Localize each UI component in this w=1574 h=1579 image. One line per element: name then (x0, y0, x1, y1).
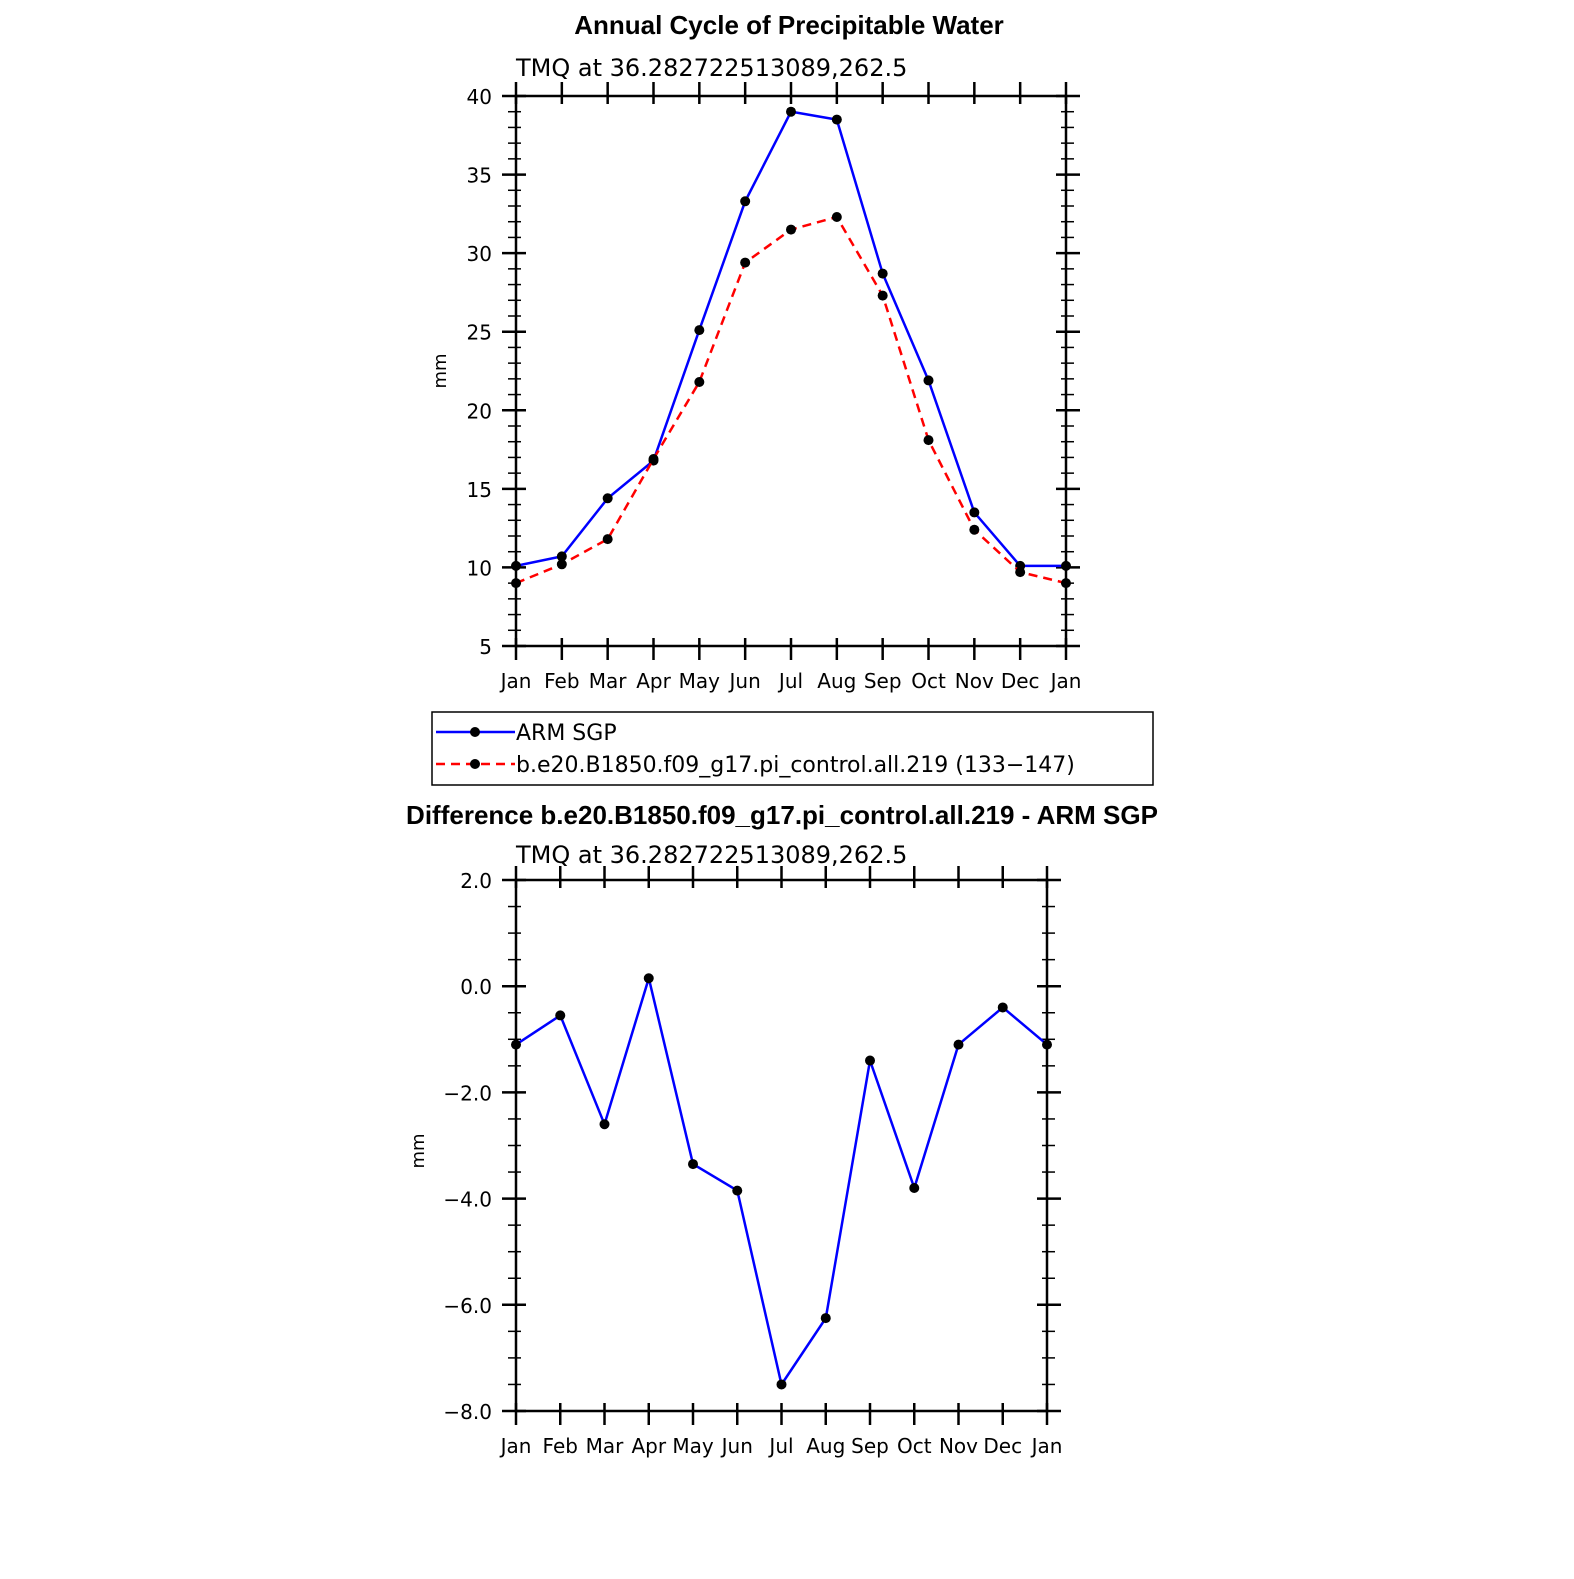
chart1-series-0-point (776, 1379, 787, 1390)
bottom-y-axis-label: mm (408, 1133, 429, 1168)
top-y-axis-label: mm (430, 353, 451, 388)
chart0-y-tick-label: 10 (467, 556, 492, 580)
legend-label-model: b.e20.B1850.f09_g17.pi_control.all.219 (… (516, 753, 1075, 778)
chart0-series-1-point (877, 290, 888, 301)
chart0-y-tick-label: 40 (467, 85, 492, 109)
chart0-series-0-point (556, 551, 567, 562)
chart0-y-tick-label: 15 (467, 478, 492, 502)
chart1-x-tick-label: Jan (1030, 1434, 1063, 1458)
chart1-y-tick-label: 0.0 (460, 975, 492, 999)
chart1-series-0-point (865, 1055, 875, 1066)
top-chart-title: Annual Cycle of Precipitable Water (574, 10, 1004, 40)
legend-marker-arm-sgp (470, 727, 480, 737)
chart1-series-0-point (909, 1182, 920, 1193)
chart0-series-1-point (831, 212, 842, 222)
chart0-y-tick-label: 20 (467, 399, 492, 423)
bottom-chart-title: Difference b.e20.B1850.f09_g17.pi_contro… (406, 800, 1158, 830)
chart0-series-1-point (1015, 567, 1026, 578)
chart0-y-tick-label: 25 (467, 321, 492, 345)
chart0-series-1-point (602, 534, 613, 545)
chart0-x-tick-label: Jun (728, 669, 761, 693)
chart0-series-1-point (923, 435, 934, 446)
chart0-series-1-point (740, 257, 751, 268)
chart0-series-0-point (694, 325, 705, 336)
chart1-x-tick-label: Sep (851, 1434, 889, 1458)
chart0-x-tick-label: Jan (499, 669, 532, 693)
chart0-x-tick-label: Aug (817, 669, 856, 693)
chart1-x-tick-label: Jun (720, 1434, 753, 1458)
legend-label-arm-sgp: ARM SGP (516, 721, 617, 746)
chart0-series-0-point (786, 106, 796, 117)
chart1-x-tick-label: Apr (631, 1434, 666, 1458)
bottom-plot-area: Jan Feb Mar Apr May Jun Jul Aug Sep Oct Nov Dec Jan−… (443, 866, 1062, 1458)
chart0-series-1-point (969, 524, 980, 535)
chart1-series-0-point (643, 973, 654, 984)
chart0-x-tick-label: Oct (911, 669, 946, 693)
chart0-series-0-point (511, 560, 521, 571)
chart0-series-1-line (515, 215, 1067, 585)
chart0-series-1-point (694, 377, 705, 387)
chart1-series-0-point (688, 1159, 698, 1170)
chart1-series-0-point (953, 1039, 964, 1050)
chart0-series-0-point (923, 375, 934, 386)
legend-marker-model (470, 759, 480, 769)
chart0-series-0-point (602, 493, 613, 504)
chart0-series-0-point (1061, 560, 1071, 571)
chart0-y-tick-label: 5 (479, 635, 492, 659)
chart1-series-0-point (820, 1313, 831, 1324)
chart0-series-0-point (831, 114, 842, 125)
chart0-series-0-point (969, 507, 980, 518)
chart0-x-tick-label: Jan (1049, 669, 1082, 693)
chart0-y-tick-label: 35 (467, 164, 492, 188)
chart1-series-0-point (599, 1119, 610, 1130)
chart1-x-tick-label: Jan (499, 1434, 532, 1458)
chart1-series-0-point (997, 1002, 1008, 1013)
legend-box (431, 711, 1154, 786)
chart0-plot-frame (514, 94, 1068, 648)
chart1-y-tick-label: −8.0 (443, 1400, 492, 1424)
legend: ARM SGP b.e20.B1850.f09_g17.pi_control.a… (431, 711, 1154, 786)
chart1-x-tick-label: Aug (806, 1434, 845, 1458)
chart0-series-1-point (648, 454, 659, 464)
chart1-x-tick-label: Feb (543, 1434, 578, 1458)
chart1-y-tick-label: −4.0 (443, 1188, 492, 1212)
chart1-x-tick-label: Oct (897, 1434, 932, 1458)
chart1-x-tick-label: Dec (983, 1434, 1022, 1458)
chart0-x-tick-label: Mar (589, 669, 628, 693)
chart1-series-0-point (732, 1185, 743, 1196)
chart0-series-0-line (515, 110, 1066, 568)
bottom-chart-subtitle: TMQ at 36.282722513089,262.5 (515, 841, 907, 869)
top-chart-subtitle: TMQ at 36.282722513089,262.5 (515, 54, 907, 82)
chart1-series-0-line (515, 973, 1048, 1388)
chart0-x-tick-label: Feb (544, 669, 579, 693)
chart1-series-0-point (511, 1039, 521, 1050)
chart0-series-0-point (740, 196, 751, 207)
chart0-y-tick-label: 30 (467, 242, 492, 266)
chart0-x-tick-label: Nov (955, 669, 994, 693)
chart1-y-tick-label: 2.0 (460, 869, 492, 893)
chart1-x-tick-label: Jul (767, 1434, 793, 1458)
chart1-x-tick-label: May (672, 1434, 714, 1458)
chart0-series-1-point (1061, 578, 1071, 589)
chart1-y-tick-label: −6.0 (443, 1294, 492, 1318)
chart0-series-1-point (556, 559, 567, 570)
top-plot-area: Jan Feb Mar Apr May Jun Jul Aug Sep Oct Nov Dec Jan 5… (467, 82, 1082, 693)
chart0-x-tick-label: Dec (1001, 669, 1040, 693)
chart1-series-0-point (1042, 1039, 1052, 1050)
chart1-x-tick-label: Mar (586, 1434, 625, 1458)
chart1-series-0-point (555, 1010, 566, 1021)
chart0-x-tick-label: Sep (864, 669, 902, 693)
chart0-series-1-point (786, 224, 796, 235)
chart0-x-tick-label: Apr (636, 669, 671, 693)
chart1-x-tick-label: Nov (939, 1434, 978, 1458)
chart0-series-1-point (511, 578, 521, 589)
chart1-y-tick-label: −2.0 (443, 1081, 492, 1105)
chart0-x-tick-label: May (679, 669, 721, 693)
chart1-plot-frame (514, 878, 1049, 1413)
chart0-series-0-point (877, 268, 888, 279)
chart0-x-tick-label: Jul (777, 669, 803, 693)
